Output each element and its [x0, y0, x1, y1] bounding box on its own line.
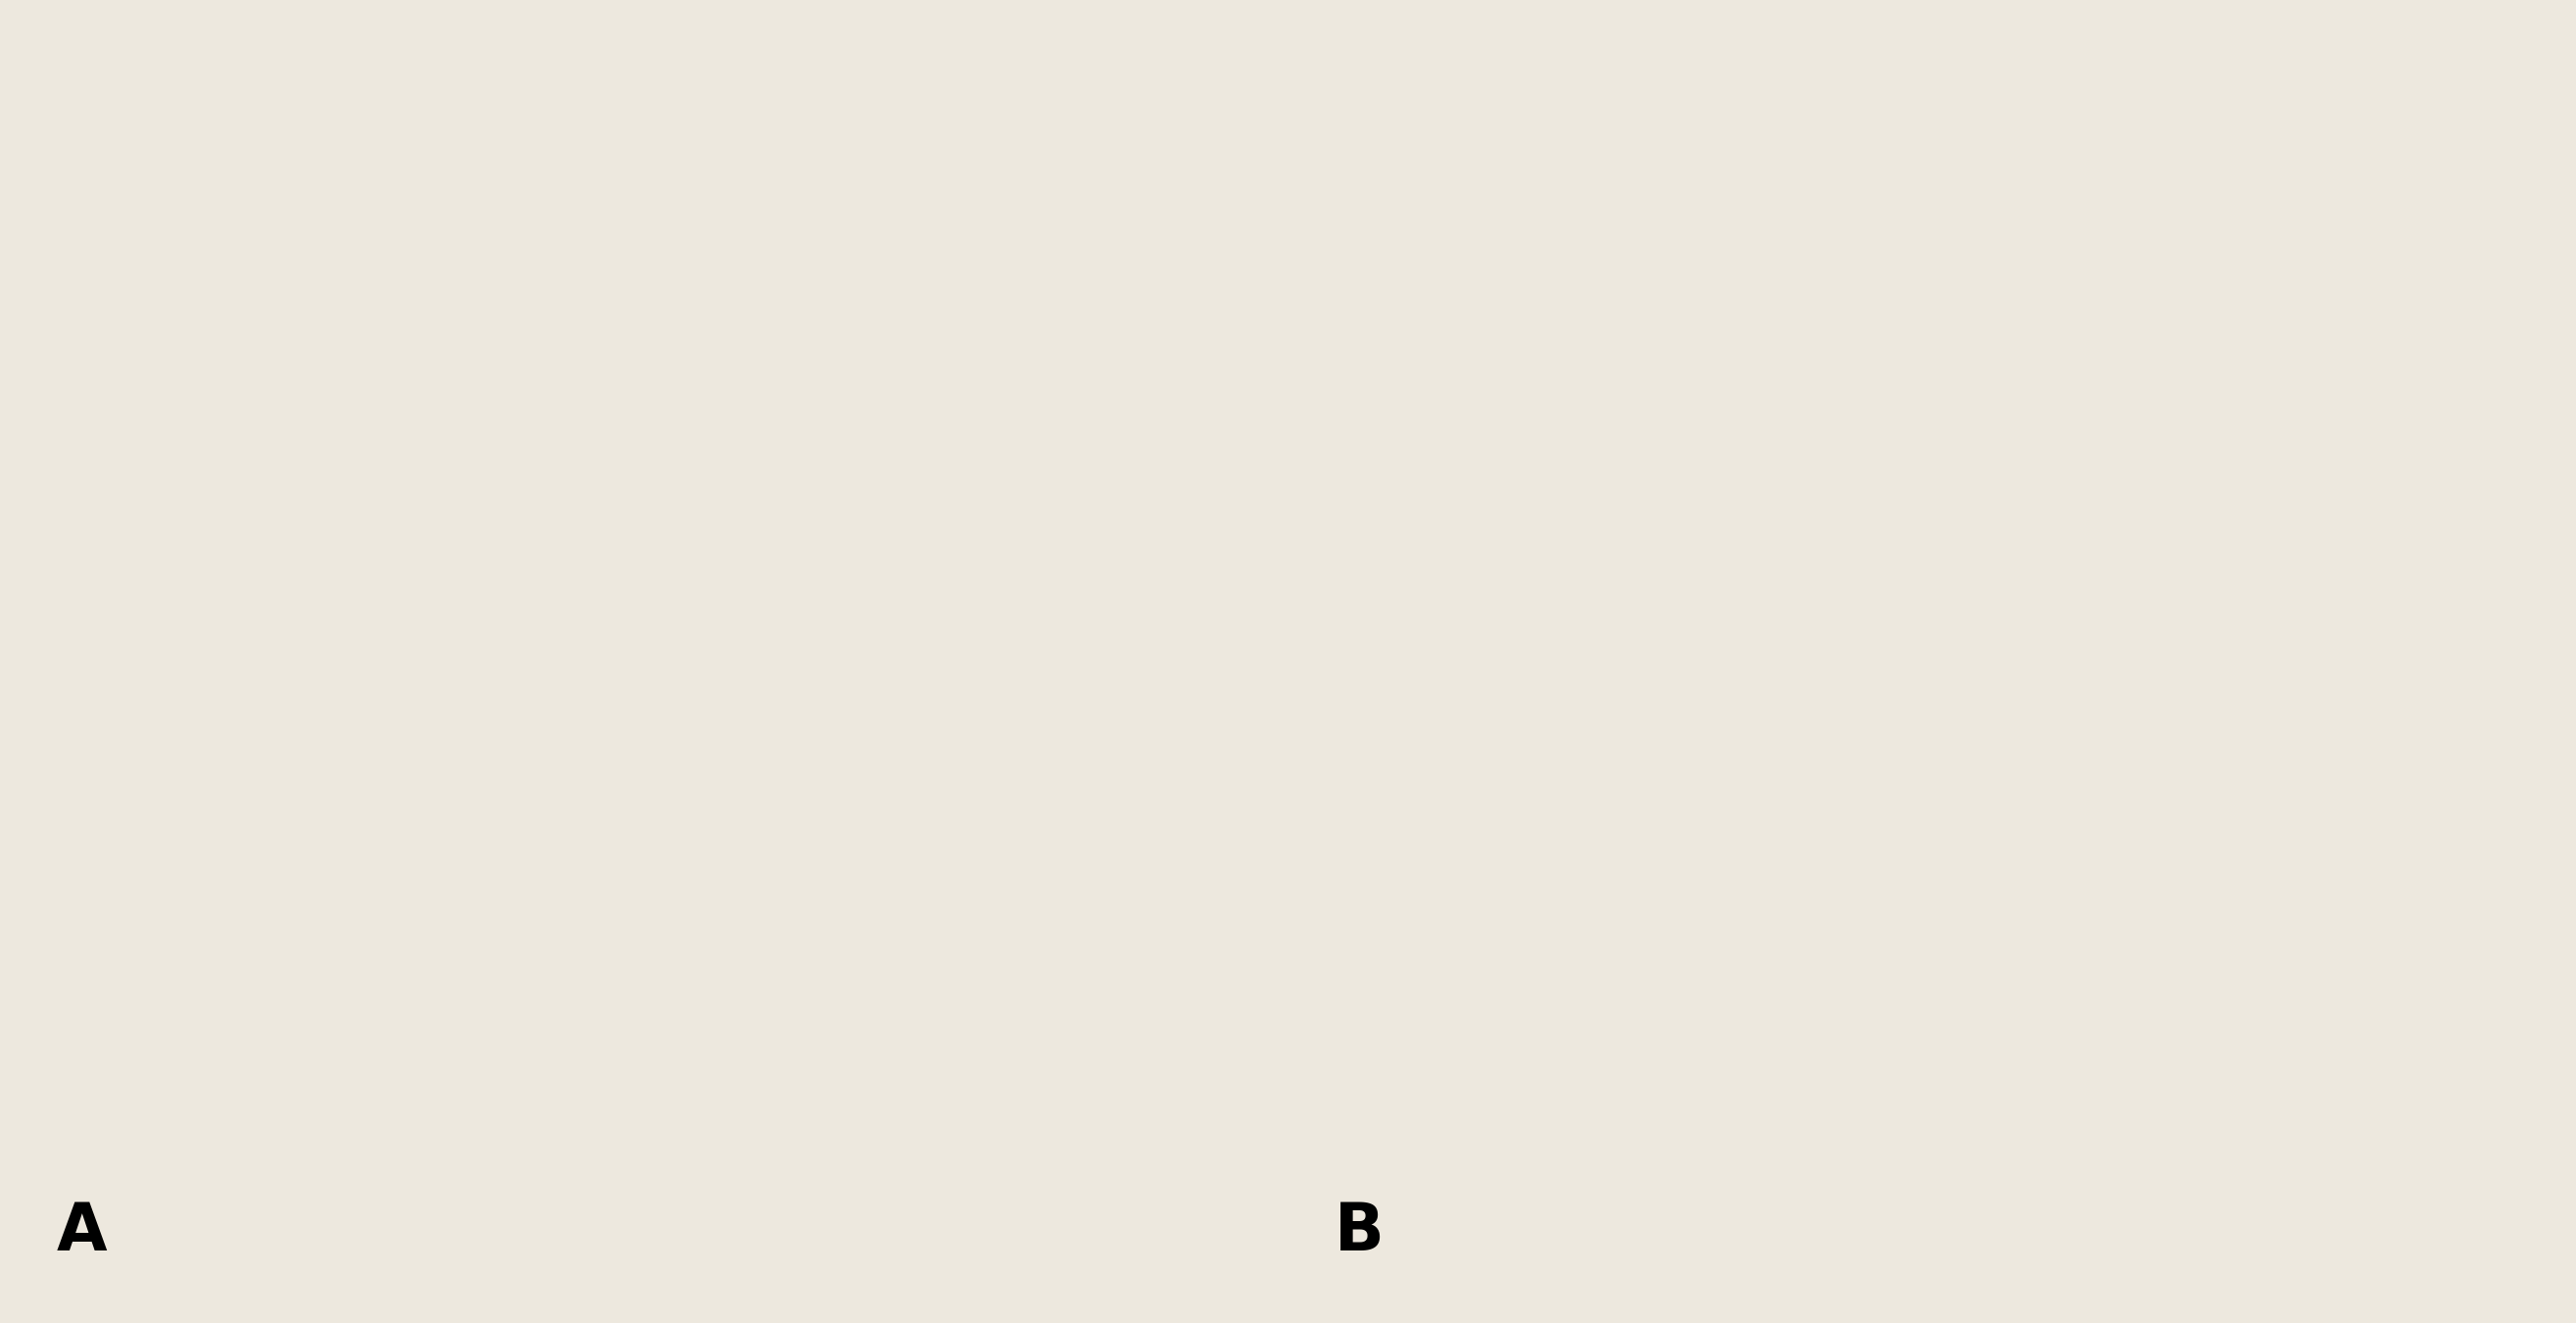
Text: B: B [1334, 1199, 1383, 1263]
Text: A: A [57, 1199, 108, 1263]
